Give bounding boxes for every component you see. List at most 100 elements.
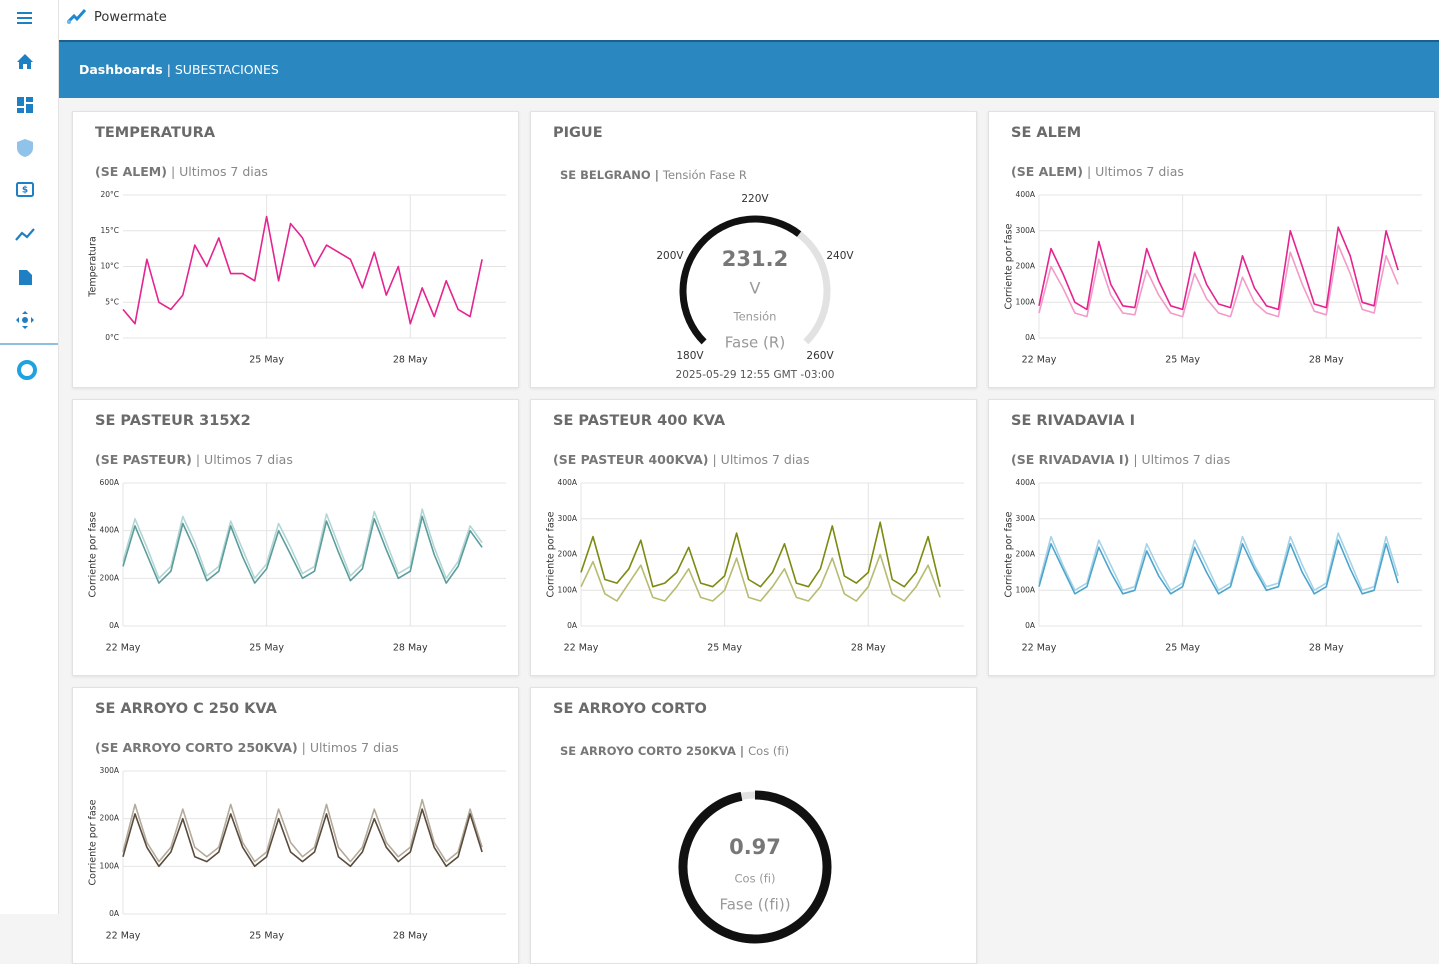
x-tick-label: 28 May <box>393 355 428 366</box>
y-tick-label: 0A <box>1025 333 1036 342</box>
y-tick-label: 5°C <box>105 297 119 306</box>
gauge-sublabel: Fase ((fi)) <box>719 896 790 914</box>
panel-title: SE PASTEUR 315X2 <box>95 413 251 429</box>
series-line <box>122 808 483 868</box>
dashboard-panel: 0A 100A 200A 300A 400A 22 May 25 May 28 May Corr… <box>530 399 977 676</box>
menu-icon[interactable] <box>17 12 32 24</box>
y-tick-label: 400A <box>1016 190 1036 199</box>
report-icon[interactable] <box>19 270 32 285</box>
series-line <box>1038 244 1399 318</box>
header-title[interactable]: Dashboards <box>79 62 163 77</box>
move-icon[interactable] <box>16 311 34 329</box>
dashboard-icon[interactable] <box>17 97 33 113</box>
panel-source: (SE PASTEUR 400KVA) <box>553 452 709 467</box>
y-tick-label: 200A <box>1016 550 1036 559</box>
x-tick-label: 22 May <box>106 931 141 942</box>
panel-chart: 0A 100A 200A 300A 400A 22 May 25 May 28 May Corr… <box>1004 190 1422 366</box>
x-tick-label: 28 May <box>1309 355 1344 366</box>
x-tick-label: 25 May <box>707 643 742 654</box>
series-line <box>580 521 941 588</box>
dashboard-panel: 0A 100A 200A 300A 22 May 25 May 28 May Corrient… <box>72 687 519 964</box>
y-axis-title: Corriente por fase <box>546 511 557 597</box>
y-tick-label: 0°C <box>105 333 119 342</box>
y-tick-label: 200A <box>100 573 120 582</box>
series-line <box>1038 226 1399 311</box>
series-line <box>122 215 483 325</box>
panel-source: (SE ARROYO CORTO 250KVA) <box>95 740 298 755</box>
panel-source: (SE ALEM) <box>95 164 167 179</box>
trend-icon[interactable] <box>15 228 35 241</box>
x-tick-label: 28 May <box>393 643 428 654</box>
panel-subtitle: (SE PASTEUR) | Ultimos 7 dias <box>95 452 293 467</box>
app-logo-icon[interactable] <box>17 360 37 380</box>
header-subtitle: | SUBESTACIONES <box>166 62 279 77</box>
y-tick-label: 200A <box>100 814 120 823</box>
brand-name: Powermate <box>94 9 167 25</box>
panel-subtitle: SE BELGRANO | Tensión Fase R <box>560 168 747 182</box>
panel-note: | Ultimos 7 dias <box>1086 164 1184 179</box>
panel-subtitle: (SE PASTEUR 400KVA) | Ultimos 7 dias <box>553 452 809 467</box>
y-tick-label: 100A <box>100 861 120 870</box>
y-axis-title: Corriente por fase <box>1004 223 1015 309</box>
panel-chart: 0A 100A 200A 300A 400A 22 May 25 May 28 May Corr… <box>546 478 964 654</box>
gauge-tick-label: 260V <box>806 350 834 362</box>
y-tick-label: 400A <box>100 526 120 535</box>
panel-source: (SE RIVADAVIA I) <box>1011 452 1130 467</box>
sidebar: $ <box>0 0 59 914</box>
y-tick-label: 300A <box>100 766 120 775</box>
x-tick-label: 22 May <box>1022 355 1057 366</box>
top-bar <box>59 0 1439 40</box>
gauge-tick-label: 180V <box>676 350 704 362</box>
gauge-tick-label: 220V <box>741 193 769 205</box>
panel-subtitle: SE ARROYO CORTO 250KVA | Cos (fi) <box>560 744 789 758</box>
panel-note: Tensión Fase R <box>662 168 747 182</box>
gauge-timestamp: 2025-05-29 12:55 GMT -03:00 <box>676 369 835 381</box>
panel-grid: 0°C 5°C 10°C 15°C 20°C 25 May 28 May Temperatur… <box>72 111 1435 964</box>
panel-source: SE BELGRANO | <box>560 168 659 182</box>
y-axis-title: Corriente por fase <box>88 799 99 885</box>
dashboard-panel: 0.97 Cos (fi) Fase ((fi)) SE ARROYO CORTO SE… <box>530 687 977 964</box>
billing-icon[interactable]: $ <box>16 182 34 197</box>
x-tick-label: 25 May <box>1165 355 1200 366</box>
y-tick-label: 600A <box>100 478 120 487</box>
panel-title: SE RIVADAVIA I <box>1011 413 1135 429</box>
panel-chart: 180V 200V 220V 240V 260V 231.2 V Tensión Fase (R… <box>656 193 854 381</box>
x-tick-label: 22 May <box>564 643 599 654</box>
gauge-track <box>796 231 831 345</box>
x-tick-label: 25 May <box>1165 643 1200 654</box>
dashboard-panel: 0A 100A 200A 300A 400A 22 May 25 May 28 May Corr… <box>988 399 1435 676</box>
brand[interactable]: Powermate <box>66 8 167 26</box>
x-tick-label: 28 May <box>393 931 428 942</box>
x-tick-label: 25 May <box>249 355 284 366</box>
y-tick-label: 300A <box>1016 514 1036 523</box>
x-tick-label: 28 May <box>851 643 886 654</box>
gauge-sublabel: Fase (R) <box>725 334 785 352</box>
panel-subtitle: (SE ALEM) | Ultimos 7 dias <box>1011 164 1184 179</box>
panel-subtitle: (SE ARROYO CORTO 250KVA) | Ultimos 7 dias <box>95 740 399 755</box>
series-line <box>122 798 483 863</box>
panel-chart: 0.97 Cos (fi) Fase ((fi)) <box>678 790 832 944</box>
x-tick-label: 25 May <box>249 643 284 654</box>
y-tick-label: 100A <box>1016 297 1036 306</box>
series-line <box>580 553 941 602</box>
panel-subtitle: (SE RIVADAVIA I) | Ultimos 7 dias <box>1011 452 1230 467</box>
y-axis-title: Temperatura <box>88 236 99 297</box>
dashboard-panel: 180V 200V 220V 240V 260V 231.2 V Tensión Fase (R… <box>530 111 977 388</box>
y-tick-label: 0A <box>1025 621 1036 630</box>
gauge-track <box>740 791 756 800</box>
series-line <box>1038 532 1399 592</box>
panel-title: SE ARROYO C 250 KVA <box>95 701 277 717</box>
home-icon[interactable] <box>17 54 33 69</box>
gauge-value-arc <box>678 790 832 944</box>
y-tick-label: 200A <box>558 550 578 559</box>
y-tick-label: 100A <box>1016 585 1036 594</box>
panel-source: (SE PASTEUR) <box>95 452 192 467</box>
page-header: Dashboards | SUBESTACIONES <box>59 40 1439 98</box>
shield-icon[interactable] <box>17 139 33 157</box>
y-tick-label: 10°C <box>100 262 119 271</box>
series-line <box>122 508 483 580</box>
panel-note: | Ultimos 7 dias <box>1133 452 1231 467</box>
y-tick-label: 400A <box>1016 478 1036 487</box>
x-tick-label: 28 May <box>1309 643 1344 654</box>
